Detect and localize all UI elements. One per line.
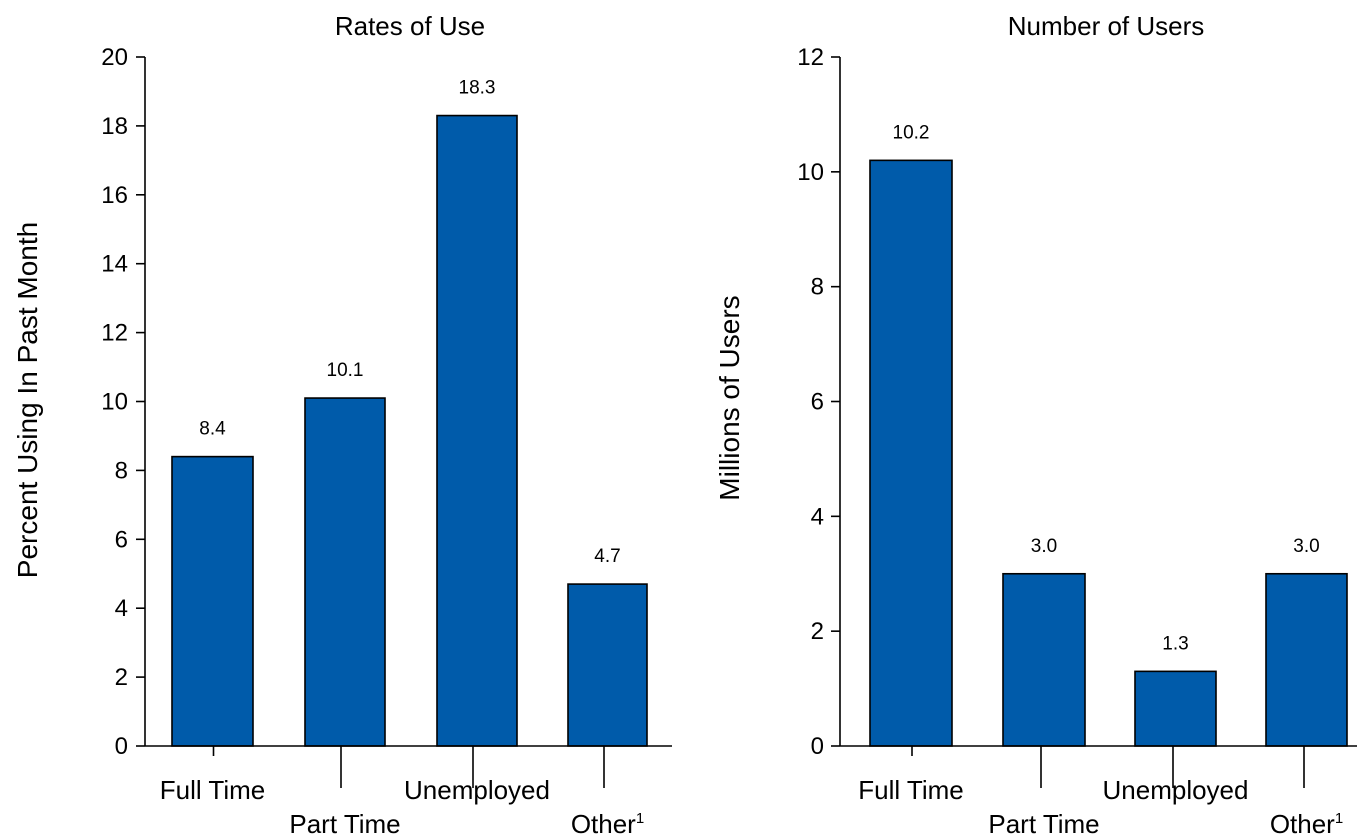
right-chart-bar-4 xyxy=(1265,572,1348,747)
left-chart-bar-3 xyxy=(436,114,518,747)
left-chart-category-superscript-4: 1 xyxy=(636,810,644,827)
left-chart-ytick-label-16: 16 xyxy=(101,182,128,209)
left-chart-title: Rates of Use xyxy=(335,11,485,41)
right-chart-data-label-1: 10.2 xyxy=(893,122,930,143)
right-chart-ytick-label-2: 2 xyxy=(811,618,824,645)
left-chart-ylabel: Percent Using In Past Month xyxy=(12,222,43,578)
right-chart-title: Number of Users xyxy=(1008,11,1205,41)
right-chart-bar-1 xyxy=(869,159,953,747)
right-chart-category-superscript-4: 1 xyxy=(1335,810,1343,827)
left-chart-bar-1 xyxy=(171,455,254,747)
left-chart-category-label-1: Full Time xyxy=(160,775,265,805)
right-chart-bar-2 xyxy=(1002,572,1086,747)
left-chart-ytick-label-4: 4 xyxy=(115,595,128,622)
left-chart-category-label-3: Unemployed xyxy=(404,775,550,805)
left-chart-category-label-2: Part Time xyxy=(289,809,400,839)
left-chart-category-text-3: Unemployed xyxy=(404,775,550,805)
left-chart-category-text-4: Other xyxy=(571,809,636,839)
right-chart-category-text-2: Part Time xyxy=(988,809,1099,839)
right-chart: Number of Users Millions of Users 10.2 3.0 1… xyxy=(714,11,1357,839)
left-chart-ytick-label-18: 18 xyxy=(101,113,128,140)
left-chart-ytick-label-12: 12 xyxy=(101,320,128,347)
left-chart-data-label-1: 8.4 xyxy=(199,419,226,440)
right-chart-ytick-label-10: 10 xyxy=(797,159,824,186)
left-chart-ytick-label-20: 20 xyxy=(101,44,128,71)
right-chart-bar-3 xyxy=(1134,670,1217,747)
left-chart-category-label-4: Other1 xyxy=(571,809,644,839)
right-chart-data-label-3: 1.3 xyxy=(1162,633,1188,654)
right-chart-ylabel: Millions of Users xyxy=(714,295,745,500)
left-chart-category-text-2: Part Time xyxy=(289,809,400,839)
right-chart-category-text-4: Other xyxy=(1270,809,1335,839)
right-chart-ytick-label-6: 6 xyxy=(811,389,824,416)
left-chart-category-text-1: Full Time xyxy=(160,775,265,805)
left-chart-ytick-label-14: 14 xyxy=(101,251,128,278)
right-chart-category-text-3: Unemployed xyxy=(1103,775,1249,805)
right-chart-category-label-4: Other1 xyxy=(1270,809,1343,839)
right-chart-data-label-2: 3.0 xyxy=(1031,536,1057,557)
right-chart-category-label-3: Unemployed xyxy=(1103,775,1249,805)
right-chart-category-label-1: Full Time xyxy=(858,775,963,805)
left-chart-ytick-label-2: 2 xyxy=(115,664,128,691)
left-chart-bar-4 xyxy=(567,583,648,747)
left-chart-ytick-label-10: 10 xyxy=(101,389,128,416)
left-chart: Rates of Use Percent Using In Past Month 8… xyxy=(12,11,672,839)
left-chart-ytick-label-6: 6 xyxy=(115,526,128,553)
left-chart-bar-2 xyxy=(304,397,386,747)
left-chart-data-label-3: 18.3 xyxy=(459,78,496,99)
right-chart-ytick-label-12: 12 xyxy=(797,44,824,71)
left-chart-ytick-label-8: 8 xyxy=(115,457,128,484)
right-chart-ytick-label-0: 0 xyxy=(811,733,824,760)
right-chart-category-label-2: Part Time xyxy=(988,809,1099,839)
left-chart-data-label-4: 4.7 xyxy=(594,546,620,567)
right-chart-ytick-label-8: 8 xyxy=(811,274,824,301)
right-chart-category-text-1: Full Time xyxy=(858,775,963,805)
left-chart-ytick-label-0: 0 xyxy=(115,733,128,760)
right-chart-ytick-label-4: 4 xyxy=(811,503,824,530)
left-chart-data-label-2: 10.1 xyxy=(327,360,364,381)
right-chart-data-label-4: 3.0 xyxy=(1293,536,1319,557)
